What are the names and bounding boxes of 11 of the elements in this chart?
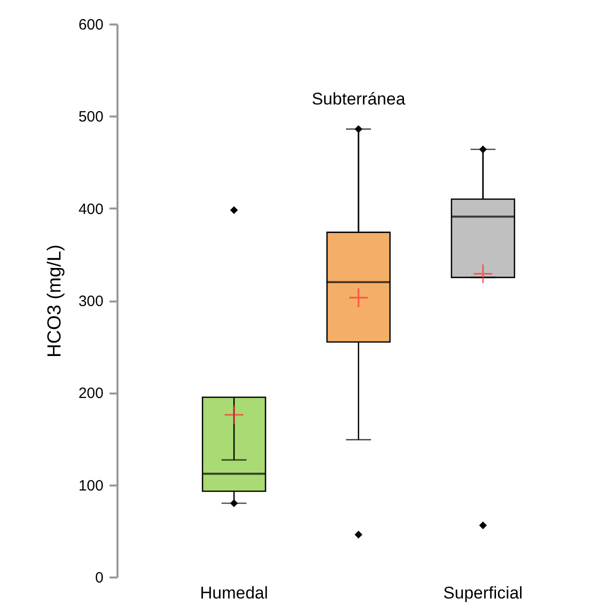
y-tick-label: 400 <box>78 200 104 218</box>
x-tick-label: Superficial <box>443 584 523 602</box>
y-axis-title: HCO3 (mg/L) <box>44 244 66 358</box>
y-tick-label: 500 <box>78 108 104 126</box>
y-tick-label: 0 <box>95 570 104 586</box>
y-tick-label: 100 <box>78 477 104 494</box>
y-tick-label: 300 <box>78 293 104 310</box>
x-tick-label: Subterránea <box>312 90 406 108</box>
y-tick-label: 600 <box>78 16 104 34</box>
x-tick-label: Humedal <box>200 584 268 602</box>
y-tick-label: 200 <box>78 385 104 402</box>
